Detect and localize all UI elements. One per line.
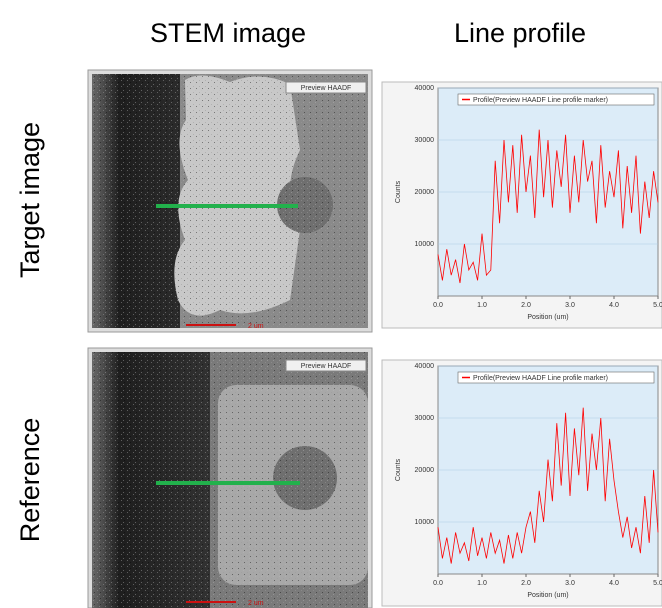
legend-label: Profile(Preview HAADF Line profile marke… [473, 375, 608, 382]
y-tick-label: 20000 [415, 467, 435, 474]
x-tick-label: 0.0 [433, 302, 443, 309]
x-tick-label: 5.0 [653, 580, 662, 587]
legend-box [457, 93, 655, 106]
x-tick-label: 0.0 [433, 580, 443, 587]
y-tick-label: 40000 [415, 85, 435, 92]
x-tick-label: 4.0 [609, 302, 619, 309]
column-header: STEM image [150, 18, 306, 48]
x-tick-label: 2.0 [521, 580, 531, 587]
y-tick-label: 20000 [415, 189, 435, 196]
profile-line [437, 407, 659, 564]
scale-bar-label: 2 um [248, 323, 264, 330]
y-axis-label: Counts [395, 180, 402, 203]
x-tick-label: 3.0 [565, 580, 575, 587]
x-tick-label: 3.0 [565, 302, 575, 309]
row-header: Target image [15, 122, 45, 278]
profile-line [437, 129, 659, 284]
legend-label: Profile(Preview HAADF Line profile marke… [473, 97, 608, 104]
image-badge: Preview HAADF [301, 85, 352, 92]
x-axis-label: Position (um) [527, 592, 568, 599]
y-tick-label: 10000 [415, 519, 435, 526]
x-tick-label: 1.0 [477, 580, 487, 587]
x-axis-label: Position (um) [527, 314, 568, 321]
y-tick-label: 30000 [415, 137, 435, 144]
x-tick-label: 2.0 [521, 302, 531, 309]
row-header: Reference [15, 418, 45, 543]
y-tick-label: 40000 [415, 363, 435, 370]
scale-bar-label: 2 um [248, 600, 264, 607]
x-tick-label: 4.0 [609, 580, 619, 587]
image-badge: Preview HAADF [301, 363, 352, 370]
line-profile-chart: 10000 20000 30000 40000 0.0 1.0 2.0 3.0 4.0 5.0 Po… [381, 81, 662, 329]
stem-image: Preview HAADF 2 um [87, 69, 373, 333]
stem-image: Preview HAADF 2 um [87, 347, 373, 608]
x-tick-label: 5.0 [653, 302, 662, 309]
line-profile-chart: 10000 20000 30000 40000 0.0 1.0 2.0 3.0 4.0 5.0 Po… [381, 359, 662, 607]
y-tick-label: 10000 [415, 241, 435, 248]
legend-box [457, 371, 655, 384]
y-axis-label: Counts [395, 458, 402, 481]
y-tick-label: 30000 [415, 415, 435, 422]
x-tick-label: 1.0 [477, 302, 487, 309]
column-header: Line profile [454, 18, 586, 48]
